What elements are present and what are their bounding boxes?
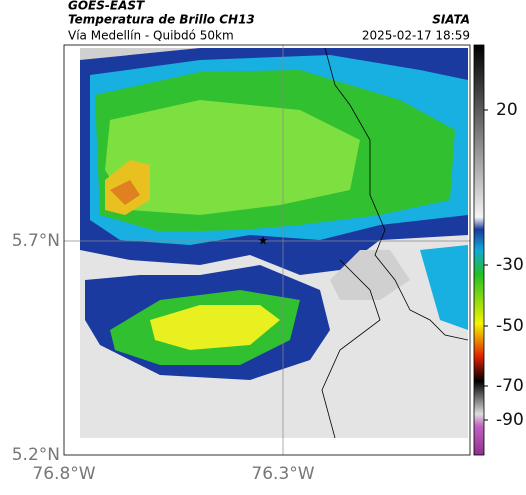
source: SIATA bbox=[432, 13, 470, 27]
colorbar bbox=[473, 44, 485, 456]
colorbar-label: -50 bbox=[496, 316, 524, 336]
timestamp: 2025-02-17 18:59 bbox=[362, 29, 470, 43]
subtitle: Temperatura de Brillo CH13 bbox=[68, 13, 255, 27]
title: GOES-EAST bbox=[68, 0, 145, 13]
lat-label: 5.7°N bbox=[12, 231, 60, 251]
colorbar-label: -90 bbox=[496, 410, 524, 430]
lon-label: 76.3°W bbox=[251, 464, 314, 484]
location: Vía Medellín - Quibdó 50km bbox=[68, 29, 234, 43]
lat-label: 5.2°N bbox=[12, 445, 60, 465]
lon-label: 76.8°W bbox=[32, 464, 95, 484]
map-frame bbox=[63, 44, 471, 456]
satellite-field bbox=[80, 48, 468, 438]
city-marker: ★ bbox=[258, 234, 269, 248]
colorbar-ticks bbox=[484, 109, 488, 421]
colorbar-label: -30 bbox=[496, 255, 524, 275]
colorbar-label: -70 bbox=[496, 376, 524, 396]
colorbar-label: 20 bbox=[496, 100, 518, 120]
